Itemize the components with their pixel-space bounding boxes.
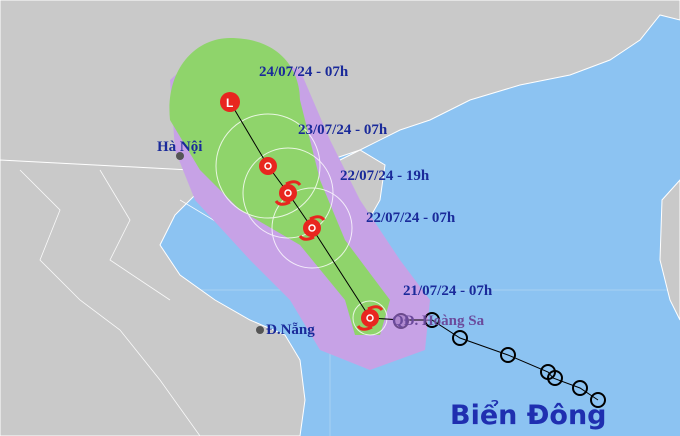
past-position-icon: [547, 370, 563, 386]
city-hanoi: Hà Nội: [157, 139, 203, 155]
forecast-label-24-07h: 24/07/24 - 07h: [259, 64, 349, 80]
past-position-icon: [424, 312, 440, 328]
city-danang: Đ.Nẵng: [266, 322, 315, 338]
hanoi-dot-icon: [176, 152, 184, 160]
forecast-label-22-19h: 22/07/24 - 19h: [340, 168, 430, 184]
storm-icon[interactable]: [274, 180, 302, 206]
svg-text:L: L: [226, 96, 233, 110]
past-position-icon: [590, 392, 606, 408]
past-position-icon: [452, 330, 468, 346]
danang-dot-icon: [256, 326, 264, 334]
paracel-marker-icon: [393, 313, 409, 329]
past-position-icon: [500, 347, 516, 363]
forecast-label-22-07h: 22/07/24 - 07h: [366, 210, 456, 226]
past-positions: [424, 312, 606, 408]
paracel-islands: QĐ. Hoàng Sa: [392, 313, 485, 329]
storm-icon[interactable]: [356, 305, 384, 331]
low-pressure-icon[interactable]: L: [220, 92, 240, 112]
forecast-label-21-07h: 21/07/24 - 07h: [403, 283, 493, 299]
past-position-icon: [572, 380, 588, 396]
past-track: [369, 317, 599, 401]
storm-icon[interactable]: [298, 215, 326, 241]
region-title: Biển Đông: [450, 400, 607, 431]
depression-icon[interactable]: [259, 157, 277, 175]
forecast-radius-circles: [215, 113, 388, 336]
forecast-label-23-07h: 23/07/24 - 07h: [298, 122, 388, 138]
land-east: [659, 179, 680, 321]
